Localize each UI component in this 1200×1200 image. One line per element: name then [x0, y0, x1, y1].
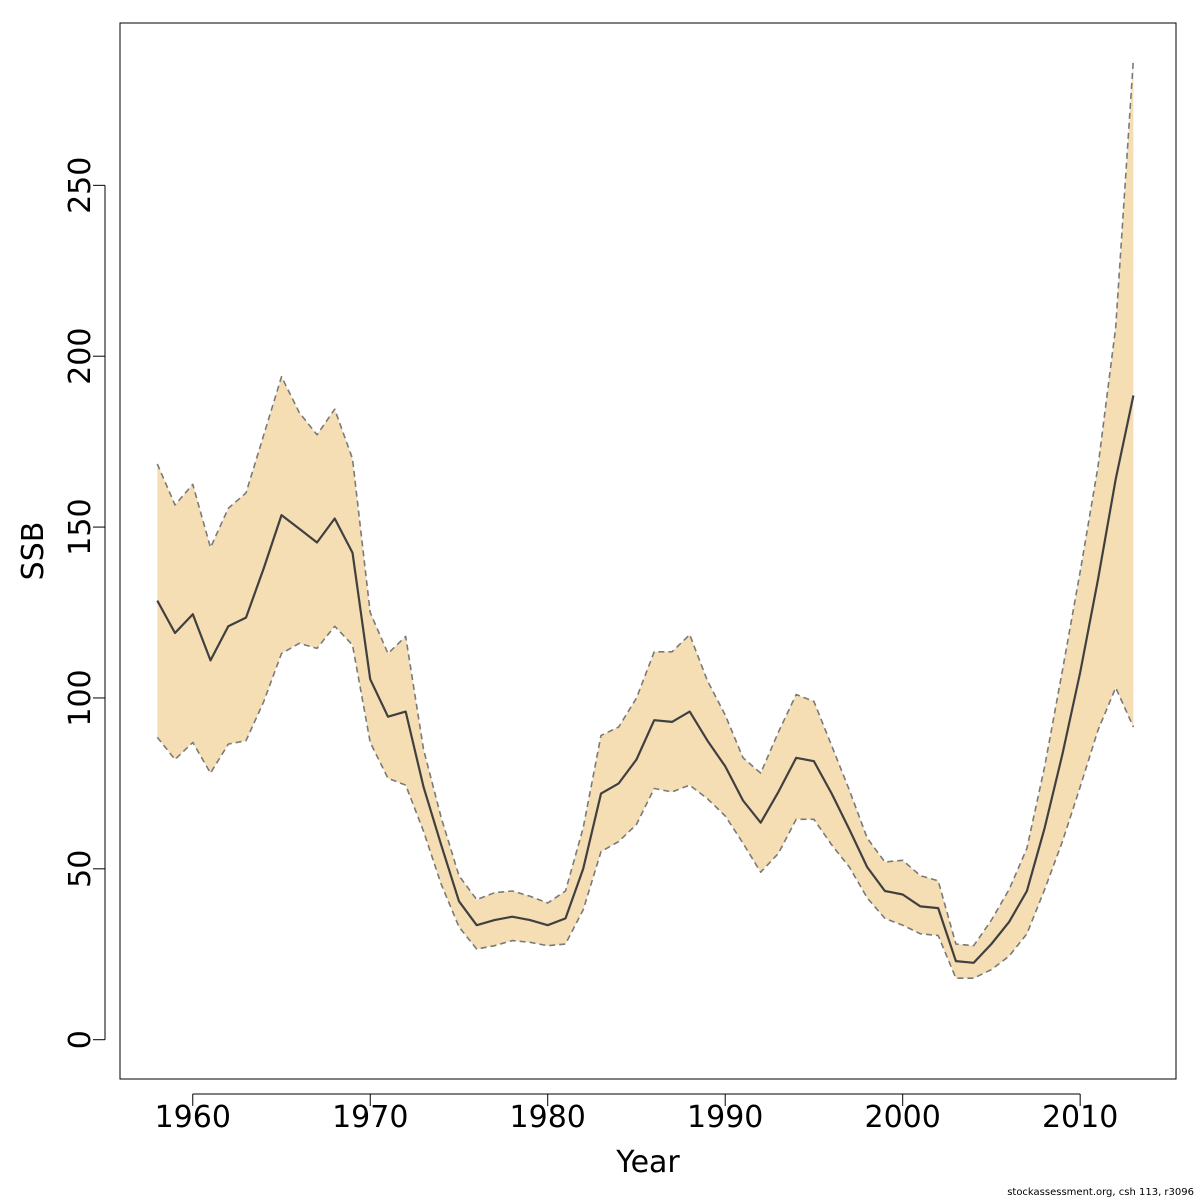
ssb-estimate-line: [156, 395, 1135, 964]
y-tick-label: 100: [63, 669, 98, 726]
x-tick-label: 1990: [687, 1100, 763, 1135]
lower-bound-line: [156, 625, 1135, 980]
x-tick-label: 1960: [155, 1100, 231, 1135]
y-tick-label: 150: [63, 498, 98, 555]
x-tick-label: 2000: [865, 1100, 941, 1135]
plot-layer: [156, 58, 1135, 980]
x-tick-label: 1980: [510, 1100, 586, 1135]
y-tick-label: 250: [63, 157, 98, 214]
x-axis: 1960 1970 1980 1990 2000 2010: [155, 1093, 1118, 1135]
x-tick-label: 2010: [1042, 1100, 1118, 1135]
y-tick-label: 0: [63, 1030, 98, 1049]
y-axis: 0 50 100 150 200 250: [63, 157, 106, 1049]
x-tick-label: 1970: [332, 1100, 408, 1135]
x-axis-title: Year: [615, 1145, 680, 1180]
upper-bound-line: [156, 58, 1135, 947]
y-tick-label: 50: [63, 850, 98, 888]
y-axis-title: SSB: [16, 522, 51, 581]
y-tick-label: 200: [63, 328, 98, 385]
plot-frame: [119, 22, 1177, 1080]
credit-text: stockassessment.org, csh 113, r3096: [1007, 1187, 1194, 1198]
confidence-band: [157, 58, 1134, 979]
